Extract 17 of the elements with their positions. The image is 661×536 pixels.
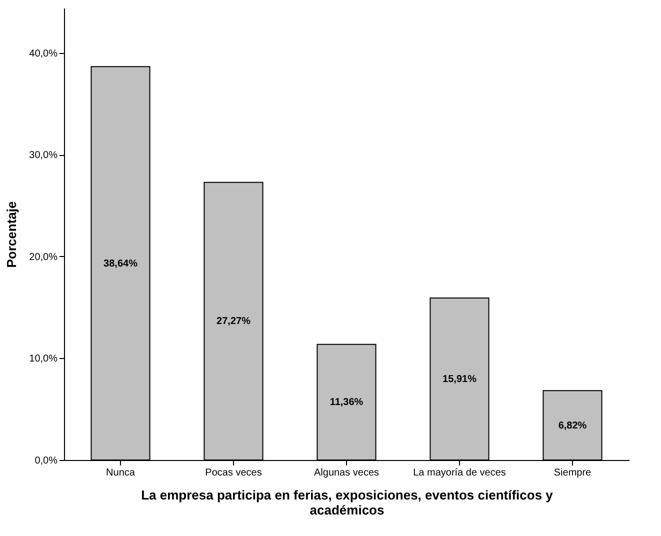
data-label: 6,82% [558,420,587,432]
x-axis-title: La empresa participa en ferias, exposiciones, eventos científicos y académicos [141,488,554,518]
data-label: 11,36% [330,397,364,408]
x-tick-label: Algunas veces [314,468,380,478]
x-tick-label: Siempre [554,468,592,478]
data-label: 15,91% [442,374,477,386]
y-axis-title: Porcentaje [4,201,20,268]
x-tick-label: Pocas veces [205,468,262,478]
data-label: 27,27% [216,316,251,328]
y-tick-label: 0,0% [34,456,58,466]
x-tick-label: Nunca [106,468,136,478]
x-tick-label: La mayoría de veces [413,468,506,478]
y-tick-label: 20,0% [29,252,58,263]
y-tick-label: 30,0% [29,150,58,162]
y-tick-label: 10,0% [29,354,58,365]
data-label: 38,64% [104,258,138,270]
y-tick-label: 40,0% [29,48,58,60]
